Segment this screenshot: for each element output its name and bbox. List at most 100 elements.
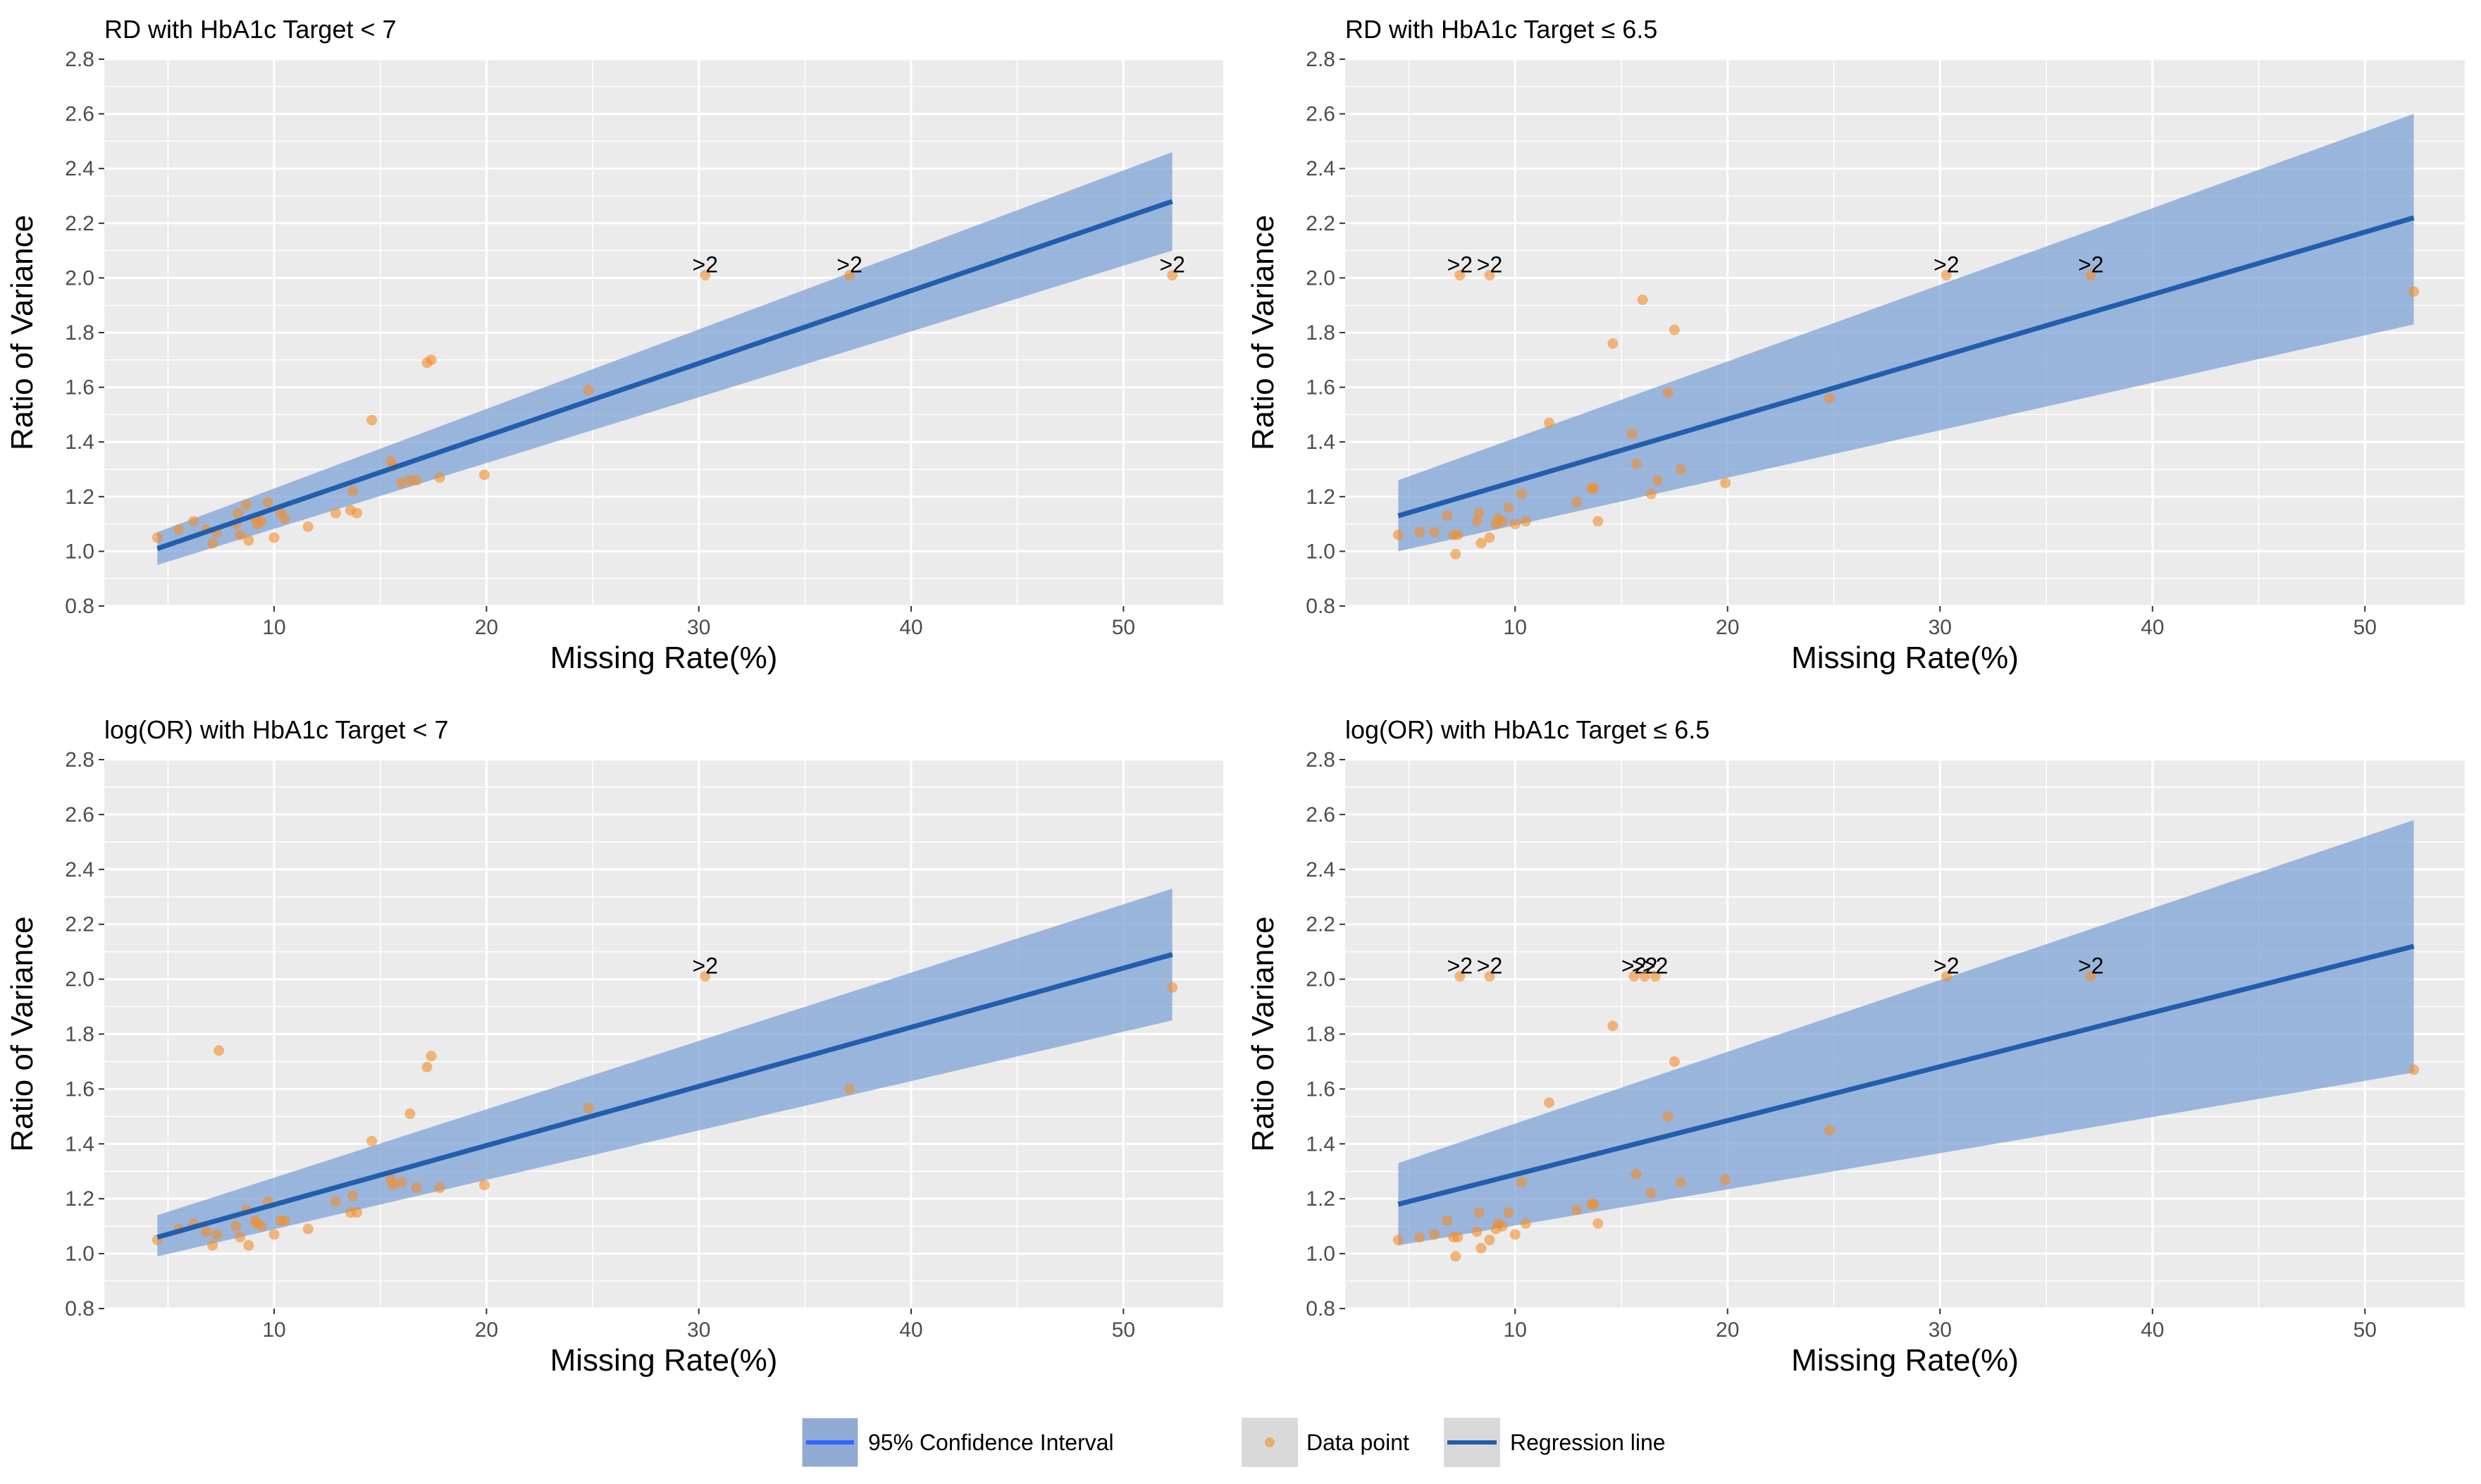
data-point	[233, 507, 244, 519]
data-point	[1607, 338, 1619, 350]
x-tick-label: 50	[2353, 616, 2377, 639]
data-point	[1429, 526, 1440, 538]
y-tick-label: 2.8	[1306, 48, 1335, 71]
data-point	[1631, 458, 1642, 469]
x-tick-label: 20	[475, 1318, 498, 1342]
capped-label: >2	[1447, 953, 1473, 979]
y-tick-label: 1.4	[65, 1132, 94, 1156]
data-points	[1392, 286, 2420, 559]
y-axis: 0.8 1.0 1.2 1.4 1.6 1.8 2.0 2.2 2.4 2.6 2.8	[1306, 748, 1345, 1321]
data-point	[268, 1229, 280, 1240]
capped-label: >2	[1447, 252, 1473, 278]
data-point	[426, 354, 437, 366]
data-point	[256, 516, 267, 527]
capped-point	[844, 270, 855, 281]
data-point	[173, 524, 184, 535]
data-point	[426, 1051, 437, 1062]
y-tick-label: 0.8	[1306, 1297, 1335, 1321]
data-point	[366, 1135, 378, 1146]
regression-line	[1397, 215, 2415, 519]
y-tick-label: 2.8	[1306, 748, 1335, 772]
y-tick-label: 2.0	[1306, 968, 1335, 991]
capped-label: >2	[2078, 953, 2103, 979]
capped-point	[1941, 270, 1952, 281]
panel-title: log(OR) with HbA1c Target < 7	[104, 715, 449, 744]
y-axis-title: Ratio of Variance	[1246, 916, 1280, 1151]
y-tick-label: 1.6	[65, 1077, 94, 1101]
capped-points: >2	[693, 953, 718, 982]
capped-point	[1454, 971, 1466, 982]
y-tick-label: 0.8	[1306, 595, 1335, 618]
data-point	[1497, 516, 1508, 527]
y-tick-label: 2.6	[1306, 803, 1335, 827]
capped-label: >2	[1477, 953, 1502, 979]
data-point	[1645, 1187, 1657, 1199]
y-tick-label: 2.0	[65, 968, 94, 991]
y-axis-title: Ratio of Variance	[1246, 215, 1280, 450]
y-tick-label: 2.6	[65, 803, 94, 827]
chart-panel-1: >2 >2 >2 10 20 30 40 50 0.8 1.0 1.2 1.4 1.6 1.8 2.0 2.2…	[5, 15, 1223, 675]
x-tick-label: 10	[262, 1318, 285, 1342]
data-point	[235, 1232, 246, 1243]
data-point	[230, 1220, 242, 1232]
y-tick-label: 2.6	[1306, 103, 1335, 126]
data-point	[1520, 516, 1531, 527]
y-tick-label: 2.2	[65, 913, 94, 936]
x-tick-label: 50	[1112, 616, 1135, 639]
regression-line	[156, 952, 1173, 1240]
y-axis-title: Ratio of Variance	[5, 916, 39, 1151]
x-tick-label: 10	[1504, 1318, 1527, 1342]
data-point	[1662, 1111, 1673, 1122]
y-tick-label: 1.8	[1306, 1023, 1335, 1046]
data-point	[1509, 1229, 1521, 1240]
data-point	[347, 486, 359, 497]
data-point	[1631, 1168, 1642, 1180]
data-point	[1669, 1056, 1680, 1067]
data-point	[1473, 507, 1485, 519]
x-axis-title: Missing Rate(%)	[1791, 1343, 2019, 1378]
y-tick-label: 1.2	[1306, 1187, 1335, 1211]
capped-point	[1484, 270, 1495, 281]
y-axis: 0.8 1.0 1.2 1.4 1.6 1.8 2.0 2.2 2.4 2.6 2.8	[1306, 48, 1345, 618]
data-point	[1471, 1226, 1483, 1237]
data-points	[1392, 1020, 2420, 1262]
data-point	[1450, 548, 1461, 559]
data-point	[262, 497, 273, 508]
x-tick-label: 30	[687, 616, 710, 639]
y-tick-label: 1.0	[1306, 1242, 1335, 1266]
capped-point	[1941, 971, 1952, 982]
regression-line	[156, 199, 1173, 551]
data-point	[352, 507, 363, 519]
data-point	[411, 1182, 422, 1194]
data-point	[1662, 387, 1673, 398]
capped-point	[700, 971, 711, 982]
data-point	[1473, 1207, 1485, 1218]
x-tick-label: 40	[2141, 616, 2164, 639]
y-tick-label: 1.6	[1306, 376, 1335, 400]
data-point	[1592, 516, 1604, 527]
data-point	[844, 1083, 855, 1094]
x-axis: 10 20 30 40 50	[262, 606, 1135, 639]
y-tick-label: 2.4	[1306, 858, 1335, 882]
capped-points: >2 >2 >2>2>2 >2 >2	[1447, 953, 2104, 982]
data-point	[1414, 1232, 1425, 1243]
data-point	[1414, 526, 1425, 538]
legend-ci-label: 95% Confidence Interval	[868, 1430, 1114, 1455]
x-tick-label: 30	[1929, 1318, 1952, 1342]
data-point	[1497, 1220, 1508, 1232]
capped-points: >2 >2 >2	[693, 252, 1185, 281]
capped-point	[700, 270, 711, 281]
data-point	[1452, 1232, 1464, 1243]
data-point	[1429, 1229, 1440, 1240]
x-tick-label: 40	[2141, 1318, 2164, 1342]
data-point	[243, 535, 254, 546]
x-tick-label: 40	[899, 1318, 922, 1342]
data-point	[411, 475, 422, 486]
data-point	[1392, 529, 1404, 540]
panel-title: RD with HbA1c Target < 7	[104, 15, 397, 44]
panel-title: RD with HbA1c Target ≤ 6.5	[1345, 15, 1657, 44]
y-axis: 0.8 1.0 1.2 1.4 1.6 1.8 2.0 2.2 2.4 2.6 2.8	[65, 48, 104, 618]
y-tick-label: 1.4	[65, 431, 94, 454]
chart-panel-2: >2 >2 >2 >210 20 30 40 500.81.01.21.41.61.82.02…	[1246, 15, 2465, 675]
x-tick-label: 50	[1112, 1318, 1135, 1342]
